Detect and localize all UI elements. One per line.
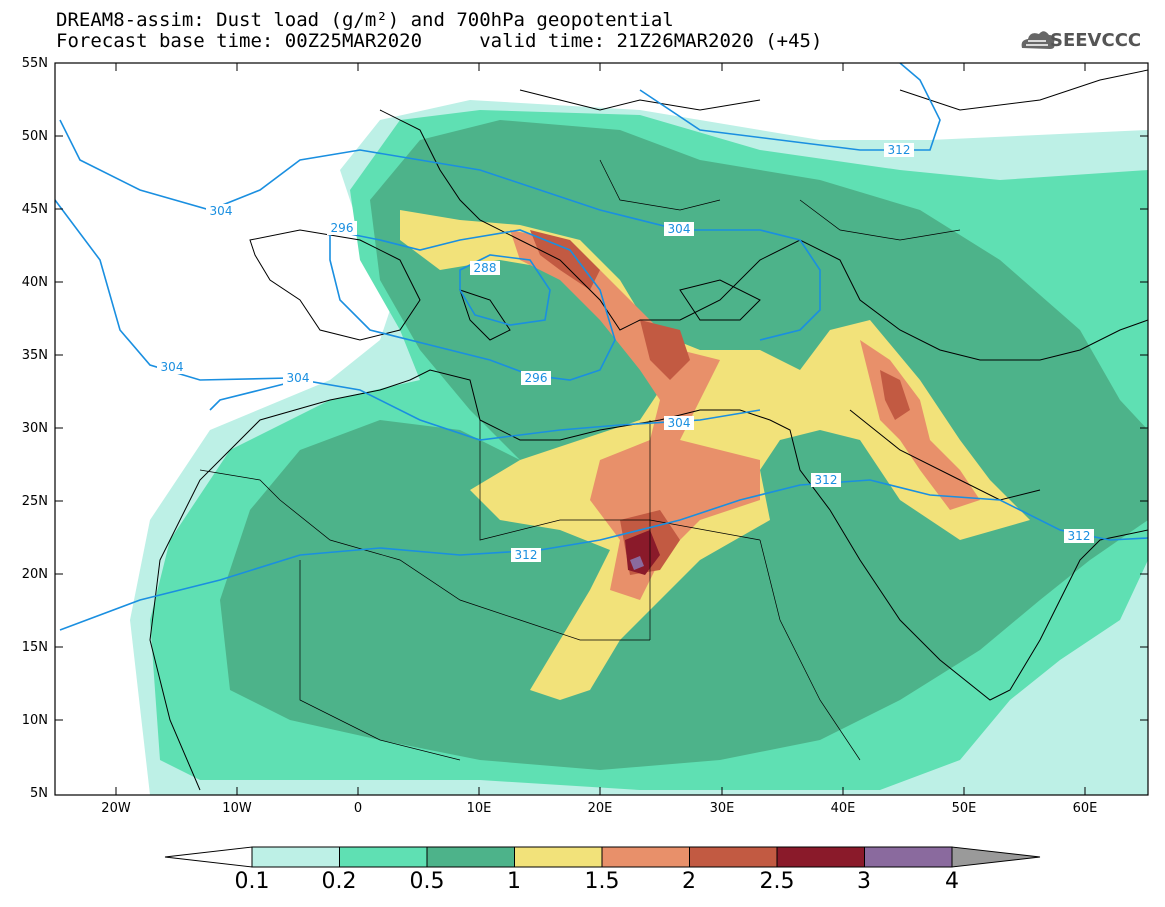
lat-label: 20N (21, 567, 48, 582)
svg-text:296: 296 (331, 221, 354, 235)
map-frame (54, 62, 1149, 796)
lon-label: 40E (830, 801, 856, 816)
lon-label: 10W (222, 801, 252, 816)
dust-band-2-d (880, 370, 910, 420)
colorbar-label: 0.1 (234, 869, 270, 894)
lat-label: 30N (21, 421, 48, 436)
lon-label: 10E (466, 801, 492, 816)
svg-text:304: 304 (161, 360, 184, 374)
country-borders (199, 159, 961, 761)
svg-text:312: 312 (515, 548, 538, 562)
contour-296 (329, 229, 616, 381)
contour-label: 312 (811, 473, 841, 487)
logo-text: SEEVCCC (1050, 30, 1142, 51)
contour-312-south (59, 479, 1148, 631)
dust-band-2 (530, 230, 600, 290)
lat-label: 55N (21, 56, 48, 71)
contour-label: 304 (283, 371, 313, 385)
map-title: DREAM8-assim: Dust load (g/m²) and 700hP… (56, 9, 674, 31)
lon-label: 60E (1072, 801, 1098, 816)
contour-label: 304 (664, 416, 694, 430)
contour-304-loop (209, 379, 301, 411)
contour-label: 296 (327, 221, 357, 235)
lat-label: 25N (21, 494, 48, 509)
svg-text:312: 312 (1068, 529, 1091, 543)
lat-label: 5N (30, 786, 48, 801)
contour-label: 312 (511, 548, 541, 562)
svg-text:312: 312 (815, 473, 838, 487)
colorbar-label: 1.5 (584, 869, 620, 894)
axis-ticks (55, 62, 1148, 795)
lon-label: 30E (709, 801, 735, 816)
dust-band-15 (510, 230, 760, 600)
svg-text:304: 304 (287, 371, 310, 385)
contour-labels: 304 312 296 304 288 304 304 296 304 312 … (157, 143, 1094, 562)
contour-label: 312 (1064, 529, 1094, 543)
lat-label: 10N (21, 713, 48, 728)
lon-label: 20W (101, 801, 131, 816)
colorbar-label: 3 (857, 869, 871, 894)
map-subtitle: Forecast base time: 00Z25MAR2020 valid t… (56, 30, 823, 52)
lat-label: 50N (21, 129, 48, 144)
contour-288 (459, 254, 551, 326)
lat-label: 15N (21, 640, 48, 655)
lat-label: 40N (21, 275, 48, 290)
colorbar-label: 4 (945, 869, 959, 894)
contour-304-nw (59, 119, 821, 341)
contour-label: 304 (664, 222, 694, 236)
colorbar-label: 2 (682, 869, 696, 894)
colorbar-label: 0.2 (321, 869, 357, 894)
svg-text:304: 304 (668, 416, 691, 430)
contour-label: 296 (521, 371, 551, 385)
colorbar-label: 2.5 (759, 869, 795, 894)
dust-band-3 (630, 556, 644, 570)
contour-label: 312 (884, 143, 914, 157)
colorbar-label: 0.5 (409, 869, 445, 894)
svg-text:296: 296 (525, 371, 548, 385)
dust-band-2-b (640, 320, 690, 380)
lon-label: 50E (951, 801, 977, 816)
contour-label: 304 (206, 204, 236, 218)
lon-label: 0 (353, 801, 363, 816)
cloud-logo-icon (1021, 31, 1055, 49)
svg-text:304: 304 (210, 204, 233, 218)
lat-label: 45N (21, 202, 48, 217)
contour-label: 288 (470, 261, 500, 275)
contour-304-west (55, 199, 761, 441)
svg-text:288: 288 (474, 261, 497, 275)
svg-text:312: 312 (888, 143, 911, 157)
coastlines (149, 69, 1148, 791)
contour-label: 304 (157, 360, 187, 374)
svg-text:304: 304 (668, 222, 691, 236)
lon-label: 20E (587, 801, 613, 816)
lat-label: 35N (21, 348, 48, 363)
colorbar-label: 1 (507, 869, 521, 894)
